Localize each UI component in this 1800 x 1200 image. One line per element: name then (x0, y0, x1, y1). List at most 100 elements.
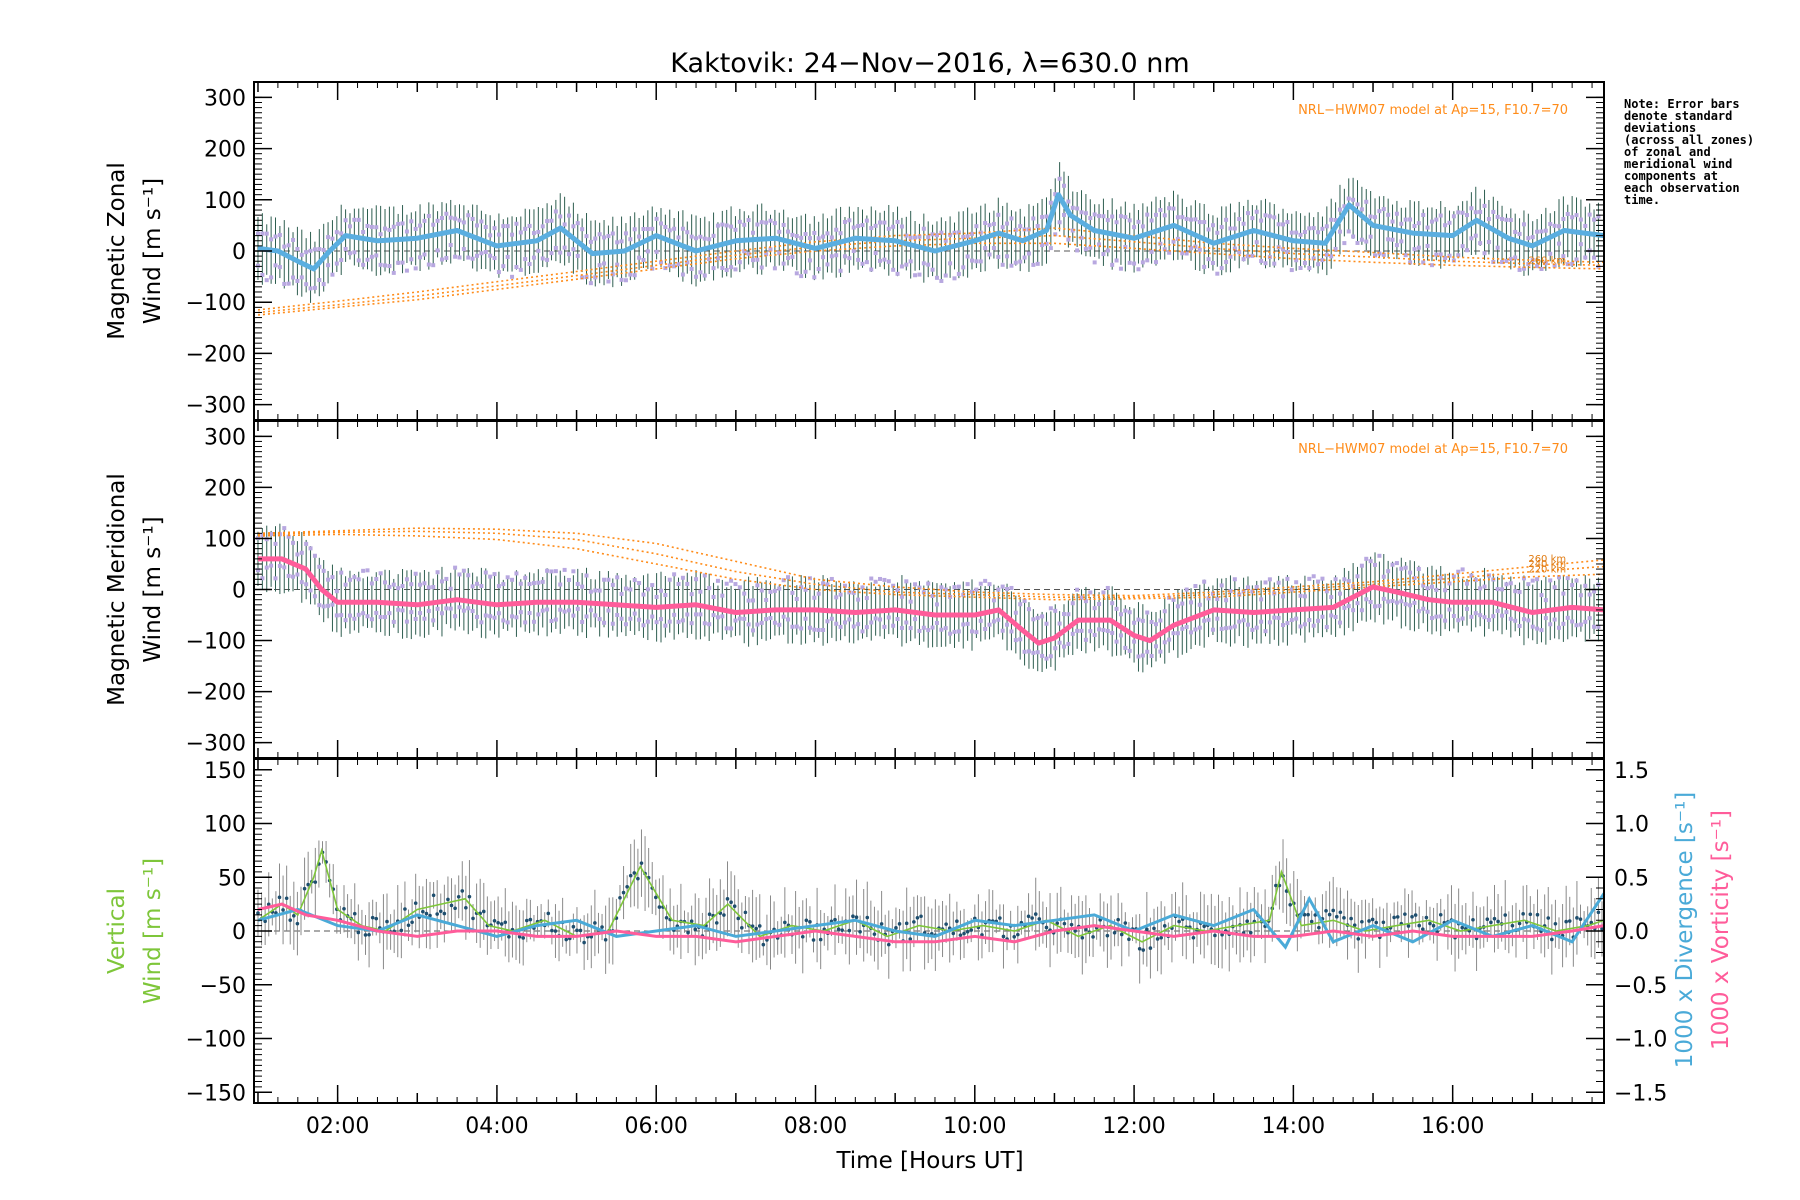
zone-point (321, 248, 326, 253)
x-tick-label: 04:00 (465, 1114, 528, 1139)
zone-point (1421, 260, 1426, 265)
zone-point (641, 227, 646, 232)
zone-point (475, 223, 480, 228)
zone-point (387, 264, 392, 269)
vertical-wind-point (740, 925, 744, 930)
vertical-wind-point (342, 906, 346, 911)
zone-point (1289, 587, 1294, 592)
vertical-wind-point (1600, 927, 1604, 931)
zone-point (1543, 228, 1548, 233)
zone-point (1062, 212, 1066, 217)
zone-point (645, 227, 650, 232)
vertical-wind-point (1567, 919, 1572, 923)
zone-point (505, 575, 510, 580)
zone-point (628, 272, 633, 277)
zone-point (1009, 263, 1014, 268)
zone-point (930, 267, 935, 272)
zone-point (610, 582, 615, 587)
zone-point (1259, 259, 1264, 264)
vertical-wind-point (897, 922, 902, 926)
zone-point (1254, 209, 1259, 214)
zone-point (667, 577, 672, 582)
vertical-wind-point (1424, 915, 1429, 920)
zone-point (1092, 632, 1097, 637)
zone-point (1105, 248, 1110, 253)
zone-point (772, 588, 777, 593)
zone-point (409, 257, 414, 262)
zone-point (1504, 217, 1509, 222)
zone-point (1329, 595, 1334, 600)
y-tick-label: 200 (204, 138, 246, 163)
zone-point (1184, 216, 1189, 221)
zone-point (978, 230, 983, 235)
zone-point (943, 273, 948, 278)
zone-point (1451, 574, 1456, 579)
zone-point (650, 226, 655, 231)
zone-point (702, 236, 707, 241)
vertical-wind-point (1155, 937, 1160, 941)
zone-point (1110, 630, 1115, 635)
zone-point (851, 624, 856, 629)
zone-point (838, 268, 843, 273)
zone-point (807, 625, 812, 630)
zone-point (1574, 578, 1579, 583)
zone-point (812, 275, 817, 280)
zone-point (339, 258, 344, 263)
vorticity-line (257, 902, 1605, 944)
zone-point (1241, 221, 1246, 226)
zone-point (1189, 630, 1194, 635)
vertical-wind-point (1317, 925, 1321, 930)
zone-point (1421, 606, 1426, 611)
zone-point (1307, 576, 1312, 581)
zone-point (821, 255, 826, 260)
vertical-wind-point (575, 928, 579, 933)
zone-point (694, 236, 699, 241)
zone-point (1425, 243, 1430, 248)
zone-point (956, 230, 961, 235)
zone-point (545, 568, 550, 573)
zone-point (685, 581, 690, 586)
zone-point (1570, 261, 1575, 266)
zone-point (934, 275, 939, 280)
x-axis-label: Time [Hours UT] (835, 1148, 1023, 1174)
zone-point (1478, 241, 1483, 246)
zone-point (1026, 251, 1031, 256)
zone-point (426, 585, 431, 590)
zone-point (768, 616, 773, 621)
zone-point (685, 260, 690, 265)
zone-point (1307, 618, 1312, 623)
zone-point (856, 223, 861, 228)
vertical-wind-point (729, 900, 733, 905)
zone-point (978, 581, 983, 586)
vertical-wind-point (1503, 913, 1508, 917)
model-label: NRL−HWM07 model at Ap=15, F10.7=70 (1298, 442, 1568, 457)
zone-point (1101, 628, 1106, 633)
zone-point (623, 231, 628, 236)
zone-point (1241, 257, 1246, 262)
zone-point (970, 589, 975, 594)
zone-point (869, 226, 874, 231)
vertical-wind-point (1001, 934, 1006, 939)
zone-point (1031, 650, 1036, 655)
zone-point (470, 216, 475, 221)
zone-point (1491, 614, 1496, 619)
zone-point (562, 222, 567, 227)
zone-point (672, 226, 677, 231)
zone-point (1381, 596, 1386, 601)
zone-point (632, 611, 637, 616)
zone-point (567, 608, 571, 613)
zone-point (873, 251, 878, 256)
vertical-wind-point (1159, 935, 1163, 940)
zone-point (1302, 261, 1307, 266)
y-tick-label: −50 (200, 974, 246, 999)
zone-point (750, 258, 755, 263)
vertical-wind-point (750, 924, 755, 928)
zone-point (1469, 573, 1474, 578)
zone-point (347, 251, 352, 256)
zone-point (501, 224, 506, 229)
zone-point (1285, 576, 1290, 581)
zone-point (790, 232, 795, 237)
zone-point (1460, 567, 1465, 572)
zone-point (536, 612, 541, 617)
zone-point (1189, 217, 1194, 222)
